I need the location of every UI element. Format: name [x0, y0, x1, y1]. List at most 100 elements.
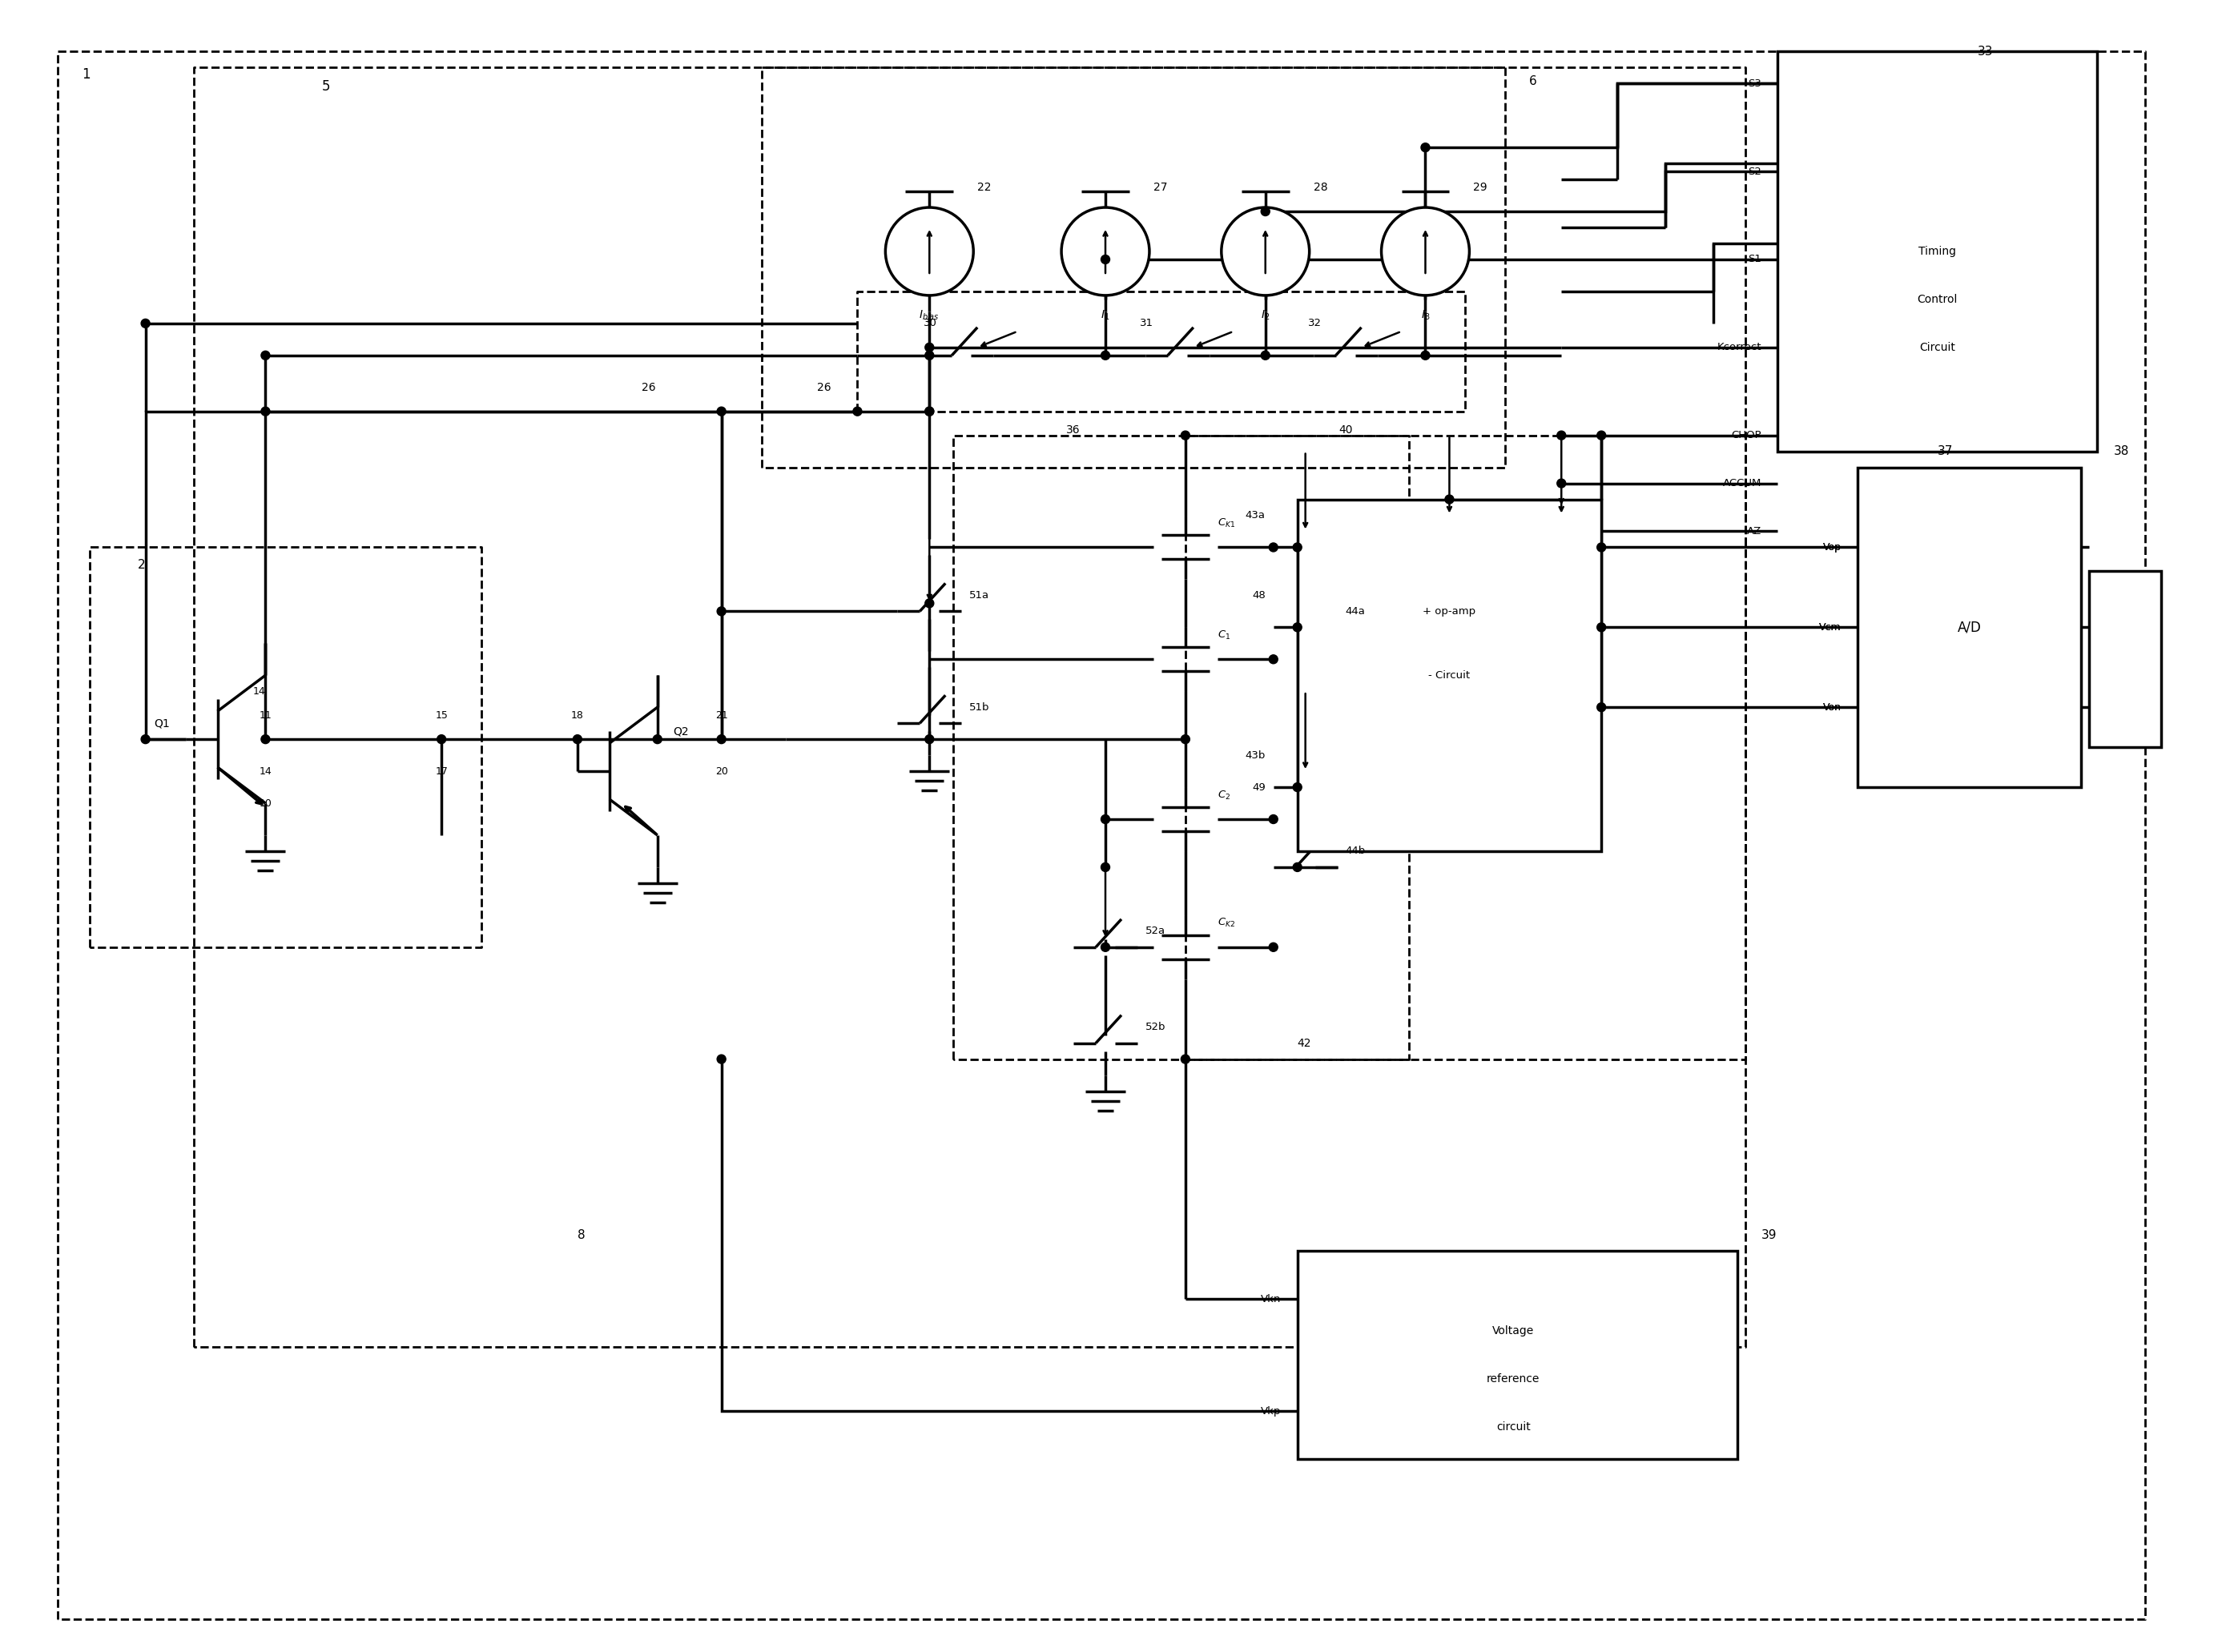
Circle shape [1598, 702, 1607, 712]
Text: 48: 48 [1251, 590, 1264, 600]
Text: 49: 49 [1251, 781, 1264, 793]
Circle shape [1262, 206, 1269, 216]
Text: $I_1$: $I_1$ [1100, 309, 1111, 322]
Text: Q2: Q2 [673, 725, 689, 737]
Text: S1: S1 [1749, 254, 1762, 264]
Circle shape [1293, 783, 1302, 791]
Circle shape [1382, 208, 1469, 296]
Circle shape [140, 319, 149, 327]
Text: 52a: 52a [1144, 927, 1167, 937]
Text: 38: 38 [2113, 446, 2129, 458]
Circle shape [1598, 544, 1607, 552]
Text: 43a: 43a [1244, 510, 1264, 520]
Text: $C_{K2}$: $C_{K2}$ [1218, 917, 1235, 928]
Circle shape [1062, 208, 1149, 296]
Text: $I_3$: $I_3$ [1420, 309, 1431, 322]
Text: 39: 39 [1762, 1229, 1778, 1241]
Text: 22: 22 [978, 182, 991, 193]
Circle shape [1100, 943, 1109, 952]
Circle shape [1100, 814, 1109, 824]
Text: Voltage: Voltage [1493, 1325, 1535, 1336]
Text: 37: 37 [1938, 446, 1953, 458]
Text: Q1: Q1 [153, 717, 169, 729]
Text: Circuit: Circuit [1920, 342, 1955, 354]
Text: 32: 32 [1309, 319, 1322, 329]
Text: 36: 36 [1067, 425, 1080, 436]
Text: 29: 29 [1473, 182, 1487, 193]
Text: 26: 26 [818, 382, 831, 393]
Text: CHOP: CHOP [1731, 430, 1762, 441]
Circle shape [718, 735, 727, 743]
Text: 33: 33 [1978, 46, 1993, 58]
Text: Von: Von [1822, 702, 1842, 712]
Text: 31: 31 [1140, 319, 1153, 329]
Circle shape [1100, 862, 1109, 872]
Text: 20: 20 [715, 767, 729, 776]
Circle shape [653, 735, 662, 743]
Text: $I_2$: $I_2$ [1260, 309, 1271, 322]
Circle shape [1100, 254, 1109, 264]
Circle shape [1262, 350, 1269, 360]
Circle shape [924, 350, 933, 360]
Text: Timing: Timing [1918, 246, 1955, 258]
Text: 14: 14 [253, 686, 264, 697]
Text: 40: 40 [1338, 425, 1353, 436]
Text: 10: 10 [260, 798, 271, 808]
Text: 42: 42 [1298, 1037, 1311, 1049]
Text: 30: 30 [924, 319, 938, 329]
Text: AZ: AZ [1746, 525, 1762, 537]
Text: Vkn: Vkn [1262, 1294, 1282, 1303]
Bar [1858, 468, 2082, 788]
Text: 44a: 44a [1344, 606, 1364, 616]
Circle shape [260, 350, 269, 360]
Bar [1778, 51, 2098, 451]
Circle shape [1269, 654, 1278, 664]
Circle shape [924, 344, 933, 352]
Text: 14: 14 [260, 767, 271, 776]
Text: $C_2$: $C_2$ [1218, 790, 1231, 801]
Text: Vcm: Vcm [1820, 623, 1842, 633]
Circle shape [1182, 1054, 1189, 1064]
Text: Vop: Vop [1822, 542, 1842, 552]
Circle shape [1558, 431, 1567, 439]
Circle shape [924, 406, 933, 416]
Circle shape [1293, 623, 1302, 631]
Text: 51a: 51a [969, 590, 989, 600]
Circle shape [1100, 350, 1109, 360]
Text: - Circuit: - Circuit [1429, 671, 1471, 681]
Circle shape [1293, 862, 1302, 872]
Circle shape [1293, 544, 1302, 552]
Text: 26: 26 [642, 382, 655, 393]
Text: 43b: 43b [1244, 750, 1264, 760]
Circle shape [718, 1054, 727, 1064]
Circle shape [1558, 479, 1567, 487]
Circle shape [1222, 208, 1309, 296]
Text: S3: S3 [1749, 78, 1762, 89]
Text: circuit: circuit [1495, 1421, 1531, 1432]
Text: Von: Von [1822, 702, 1842, 712]
Circle shape [573, 735, 582, 743]
Circle shape [260, 735, 269, 743]
Text: Vkp: Vkp [1262, 1406, 1282, 1416]
Circle shape [718, 406, 727, 416]
Text: Kcorrect: Kcorrect [1718, 342, 1762, 352]
Circle shape [924, 735, 933, 743]
Text: 27: 27 [1153, 182, 1167, 193]
Text: 17: 17 [436, 767, 449, 776]
Circle shape [1269, 814, 1278, 824]
Text: 8: 8 [578, 1229, 584, 1241]
Text: 52b: 52b [1144, 1023, 1167, 1032]
Text: 28: 28 [1313, 182, 1327, 193]
Circle shape [1182, 431, 1189, 439]
Bar [2089, 572, 2162, 747]
Text: Vcm: Vcm [1820, 623, 1842, 633]
Text: 44b: 44b [1344, 846, 1367, 856]
Circle shape [924, 406, 933, 416]
Text: Control: Control [1918, 294, 1958, 306]
Text: 5: 5 [322, 79, 329, 94]
Circle shape [1269, 943, 1278, 952]
Bar [1298, 499, 1602, 851]
Circle shape [1598, 431, 1607, 439]
Circle shape [1444, 496, 1453, 504]
Text: reference: reference [1487, 1373, 1540, 1384]
